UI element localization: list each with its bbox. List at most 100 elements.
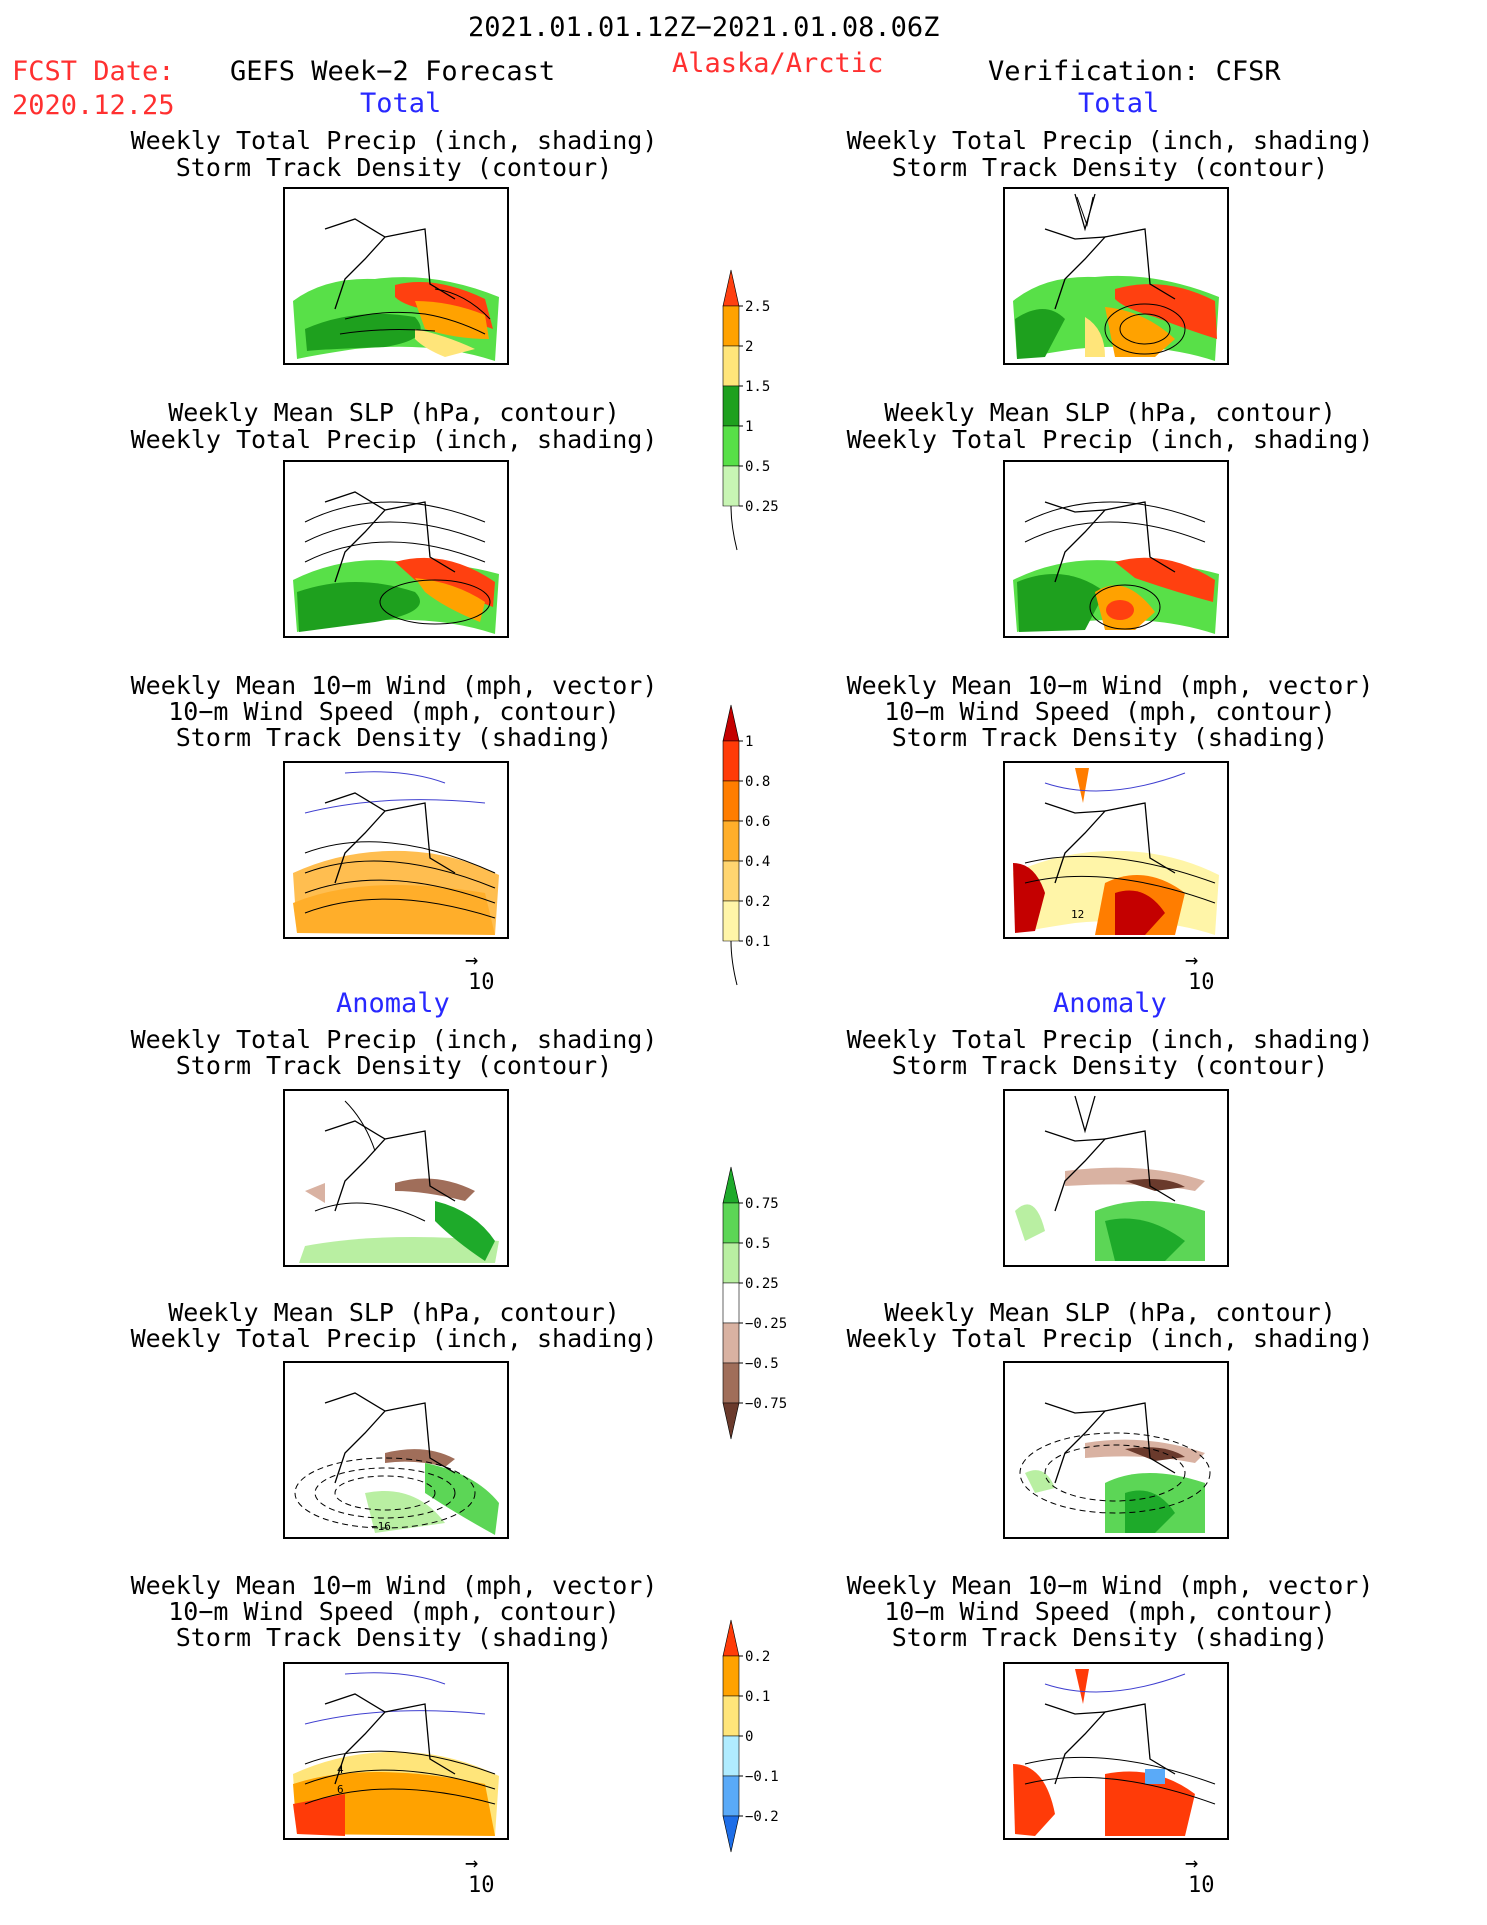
title-gefs-anom-slp-2: Weekly Total Precip (inch, shading) — [130, 1324, 658, 1353]
colorbar-tick-label: −0.5 — [745, 1356, 779, 1372]
title-gefs-anom-wind-2: 10−m Wind Speed (mph, contour) — [168, 1597, 620, 1626]
colorbar-tick-label: 0 — [745, 1729, 753, 1745]
title-cfsr-anom-wind-3: Storm Track Density (shading) — [891, 1623, 1329, 1652]
title-gefs-anom-slp-1: Weekly Mean SLP (hPa, contour) — [168, 1298, 620, 1327]
contour-label-neg16: −16 — [371, 1520, 391, 1533]
colorbar-tick-label: 0.25 — [745, 1276, 779, 1292]
colorbar-tick-label: 2 — [745, 339, 753, 355]
vector-ref-arrow-cfsr-total: → — [1185, 948, 1199, 973]
title-cfsr-anom-slp-2: Weekly Total Precip (inch, shading) — [846, 1324, 1374, 1353]
map-gefs-total-wind — [283, 761, 509, 939]
colorbar-segment — [722, 740, 740, 782]
colorbar-tick-label: 0.75 — [745, 1196, 779, 1212]
colorbar-segment — [722, 1619, 740, 1657]
period-title: 2021.01.01.12Z−2021.01.08.06Z — [468, 12, 940, 43]
title-cfsr-anom-wind-1: Weekly Mean 10−m Wind (mph, vector) — [846, 1571, 1374, 1600]
colorbar-precip-anom-svg: 0.75 0.5 0.25 −0.25 −0.5 −0.75 — [722, 1166, 787, 1440]
colorbar-segment — [722, 305, 740, 347]
colorbar-segment — [722, 269, 740, 307]
colorbar-tick-label: 0.1 — [745, 1689, 770, 1705]
colorbar-segment — [722, 860, 740, 902]
region-title: Alaska/Arctic — [672, 48, 884, 79]
colorbar-precip-total: 2.5 2 1.5 1 0.5 0.25 — [722, 269, 823, 556]
colorbar-segment — [722, 1775, 740, 1817]
colorbar-segment — [722, 704, 740, 742]
colorbar-tick-label: 0.25 — [745, 499, 779, 515]
colorbar-tick-label: 0.1 — [745, 934, 770, 950]
colorbar-segment — [722, 1282, 740, 1324]
map-cfsr-total-precip — [1003, 187, 1229, 365]
section-total-gefs: Total — [360, 88, 442, 119]
map-gefs-total-slp — [283, 460, 509, 638]
colorbar-segment — [722, 385, 740, 427]
contour-label-6: 6 — [337, 1783, 344, 1796]
title-gefs-anom-wind-3: Storm Track Density (shading) — [175, 1623, 613, 1652]
title-cfsr-total-wind-2: 10−m Wind Speed (mph, contour) — [884, 697, 1336, 726]
vector-ref-arrow-cfsr-anom: → — [1185, 1851, 1199, 1876]
colorbar-segment — [722, 345, 740, 387]
title-cfsr-total-precip-1: Weekly Total Precip (inch, shading) — [846, 126, 1374, 155]
section-anomaly-cfsr: Anomaly — [1053, 988, 1167, 1019]
colorbar-tick-label: −0.75 — [745, 1396, 787, 1412]
map-cfsr-anom-precip — [1003, 1089, 1229, 1267]
vector-ref-label-gefs-anom: 10 — [468, 1873, 495, 1898]
title-gefs-total-precip-2: Storm Track Density (contour) — [175, 153, 613, 182]
colorbar-tick-label: −0.2 — [745, 1809, 779, 1825]
colorbar-segment — [722, 1655, 740, 1697]
colorbar-tick-label: 0.5 — [745, 459, 770, 475]
colorbar-segment — [722, 425, 740, 467]
colorbar-tick-label: 0.6 — [745, 814, 770, 830]
title-cfsr-anom-slp-1: Weekly Mean SLP (hPa, contour) — [884, 1298, 1336, 1327]
colorbar-tail — [730, 940, 738, 986]
verification-title: Verification: CFSR — [988, 56, 1281, 87]
colorbar-segment — [722, 780, 740, 822]
colorbar-segment — [722, 1322, 740, 1364]
vector-ref-label-cfsr-anom: 10 — [1188, 1873, 1215, 1898]
title-gefs-total-wind-2: 10−m Wind Speed (mph, contour) — [168, 697, 620, 726]
title-cfsr-anom-precip-1: Weekly Total Precip (inch, shading) — [846, 1025, 1374, 1054]
colorbar-segment — [722, 820, 740, 862]
colorbar-storm-anom-svg: 0.2 0.1 0 −0.1 −0.2 — [722, 1619, 779, 1853]
colorbar-segment — [722, 465, 740, 507]
title-gefs-anom-precip-2: Storm Track Density (contour) — [175, 1051, 613, 1080]
title-gefs-total-slp-2: Weekly Total Precip (inch, shading) — [130, 425, 658, 454]
title-gefs-total-wind-3: Storm Track Density (shading) — [175, 723, 613, 752]
map-cfsr-anom-slp — [1003, 1361, 1229, 1539]
map-gefs-anom-precip — [283, 1089, 509, 1267]
map-cfsr-total-wind: 12 — [1003, 761, 1229, 939]
colorbar-tick-label: 1.5 — [745, 379, 770, 395]
forecast-title: GEFS Week−2 Forecast — [230, 56, 556, 87]
title-cfsr-total-wind-3: Storm Track Density (shading) — [891, 723, 1329, 752]
vector-ref-arrow-gefs-anom: → — [465, 1851, 479, 1876]
colorbar-tick-label: 2.5 — [745, 299, 770, 315]
map-gefs-anom-slp: −16 — [283, 1361, 509, 1539]
section-anomaly-gefs: Anomaly — [336, 988, 450, 1019]
title-gefs-anom-wind-1: Weekly Mean 10−m Wind (mph, vector) — [130, 1571, 658, 1600]
colorbar-segment — [722, 1695, 740, 1737]
colorbar-tick-label: 0.2 — [745, 894, 770, 910]
colorbar-tick-label: 0.8 — [745, 774, 770, 790]
colorbar-precip-anom: 0.75 0.5 0.25 −0.25 −0.5 −0.75 — [722, 1166, 823, 1493]
fcst-date-label: FCST Date: — [12, 56, 175, 87]
colorbar-segment — [722, 1166, 740, 1204]
colorbar-segment — [722, 1402, 740, 1440]
colorbar-storm-total-svg: 1 0.8 0.6 0.4 0.2 0.1 — [722, 704, 770, 986]
colorbar-segment — [722, 1815, 740, 1853]
title-cfsr-total-wind-1: Weekly Mean 10−m Wind (mph, vector) — [846, 671, 1374, 700]
colorbar-tick-label: 0.2 — [745, 1649, 770, 1665]
contour-label-4: 4 — [337, 1763, 344, 1776]
colorbar-tick-label: 0.4 — [745, 854, 770, 870]
fcst-date-value: 2020.12.25 — [12, 90, 175, 121]
colorbar-tick-label: −0.25 — [745, 1316, 787, 1332]
colorbar-segment — [722, 1362, 740, 1404]
title-cfsr-anom-wind-2: 10−m Wind Speed (mph, contour) — [884, 1597, 1336, 1626]
colorbar-tick-label: −0.1 — [745, 1769, 779, 1785]
colorbar-tick-label: 0.5 — [745, 1236, 770, 1252]
title-cfsr-total-slp-1: Weekly Mean SLP (hPa, contour) — [884, 398, 1336, 427]
title-cfsr-total-slp-2: Weekly Total Precip (inch, shading) — [846, 425, 1374, 454]
colorbar-tick-label: 1 — [745, 419, 753, 435]
vector-ref-label-gefs-total: 10 — [468, 970, 495, 995]
title-gefs-total-precip-1: Weekly Total Precip (inch, shading) — [130, 126, 658, 155]
colorbar-segment — [722, 1242, 740, 1284]
map-gefs-anom-wind: 4 6 — [283, 1662, 509, 1840]
